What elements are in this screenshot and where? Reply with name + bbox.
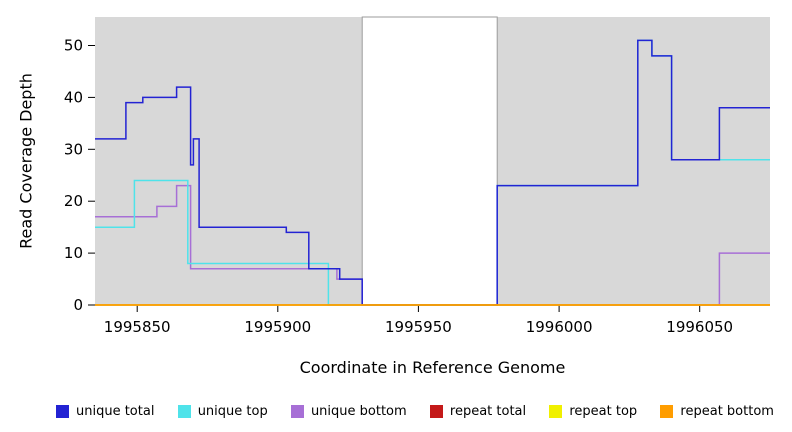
- legend-label: repeat total: [449, 403, 527, 419]
- legend-swatch-repeat-top: [549, 404, 563, 418]
- legend-swatch-unique-bottom: [290, 404, 304, 418]
- x-tick-label: 1996050: [666, 318, 733, 336]
- y-tick-label: 0: [73, 296, 83, 314]
- legend-swatch-unique-top: [177, 404, 191, 418]
- legend-item-repeat-top: repeat top: [549, 404, 637, 419]
- legend-item-repeat-total: repeat total: [429, 403, 527, 419]
- legend-item-unique-bottom: unique bottom: [290, 403, 407, 419]
- legend-swatch-unique-total: [56, 404, 69, 418]
- legend-label: unique total: [76, 403, 155, 419]
- legend-swatch-repeat-bottom: [660, 404, 674, 418]
- x-tick-label: 1995950: [385, 318, 452, 336]
- series-line-unique-total: [95, 39, 770, 306]
- legend-label: unique top: [197, 403, 268, 419]
- x-tick-label: 1996000: [526, 318, 593, 336]
- y-tick-label: 10: [64, 244, 83, 262]
- legend-item-repeat-bottom: repeat bottom: [660, 404, 774, 419]
- legend-item-unique-top: unique top: [177, 403, 268, 419]
- mask-region: [361, 16, 498, 306]
- legend-label: repeat top: [569, 403, 638, 419]
- legend: unique total unique top unique bottom repea…: [0, 398, 792, 424]
- legend-swatch-repeat-total: [429, 404, 443, 418]
- x-axis-label: Coordinate in Reference Genome: [299, 358, 566, 377]
- legend-label: unique bottom: [310, 403, 407, 419]
- y-tick-label: 20: [64, 192, 83, 210]
- y-axis-label: Read Coverage Depth: [16, 73, 36, 249]
- x-tick-label: 1995900: [244, 318, 311, 336]
- legend-item-unique-total: unique total: [56, 404, 154, 419]
- chart-svg: 1995850 1995900 1995950 1996000 1996050 0 10 20…: [64, 16, 770, 336]
- y-tick-label: 50: [64, 37, 83, 55]
- x-tick-label: 1995850: [104, 318, 171, 336]
- y-tick-label: 30: [64, 140, 83, 158]
- legend-label: repeat bottom: [680, 403, 774, 419]
- y-tick-label: 40: [64, 88, 83, 106]
